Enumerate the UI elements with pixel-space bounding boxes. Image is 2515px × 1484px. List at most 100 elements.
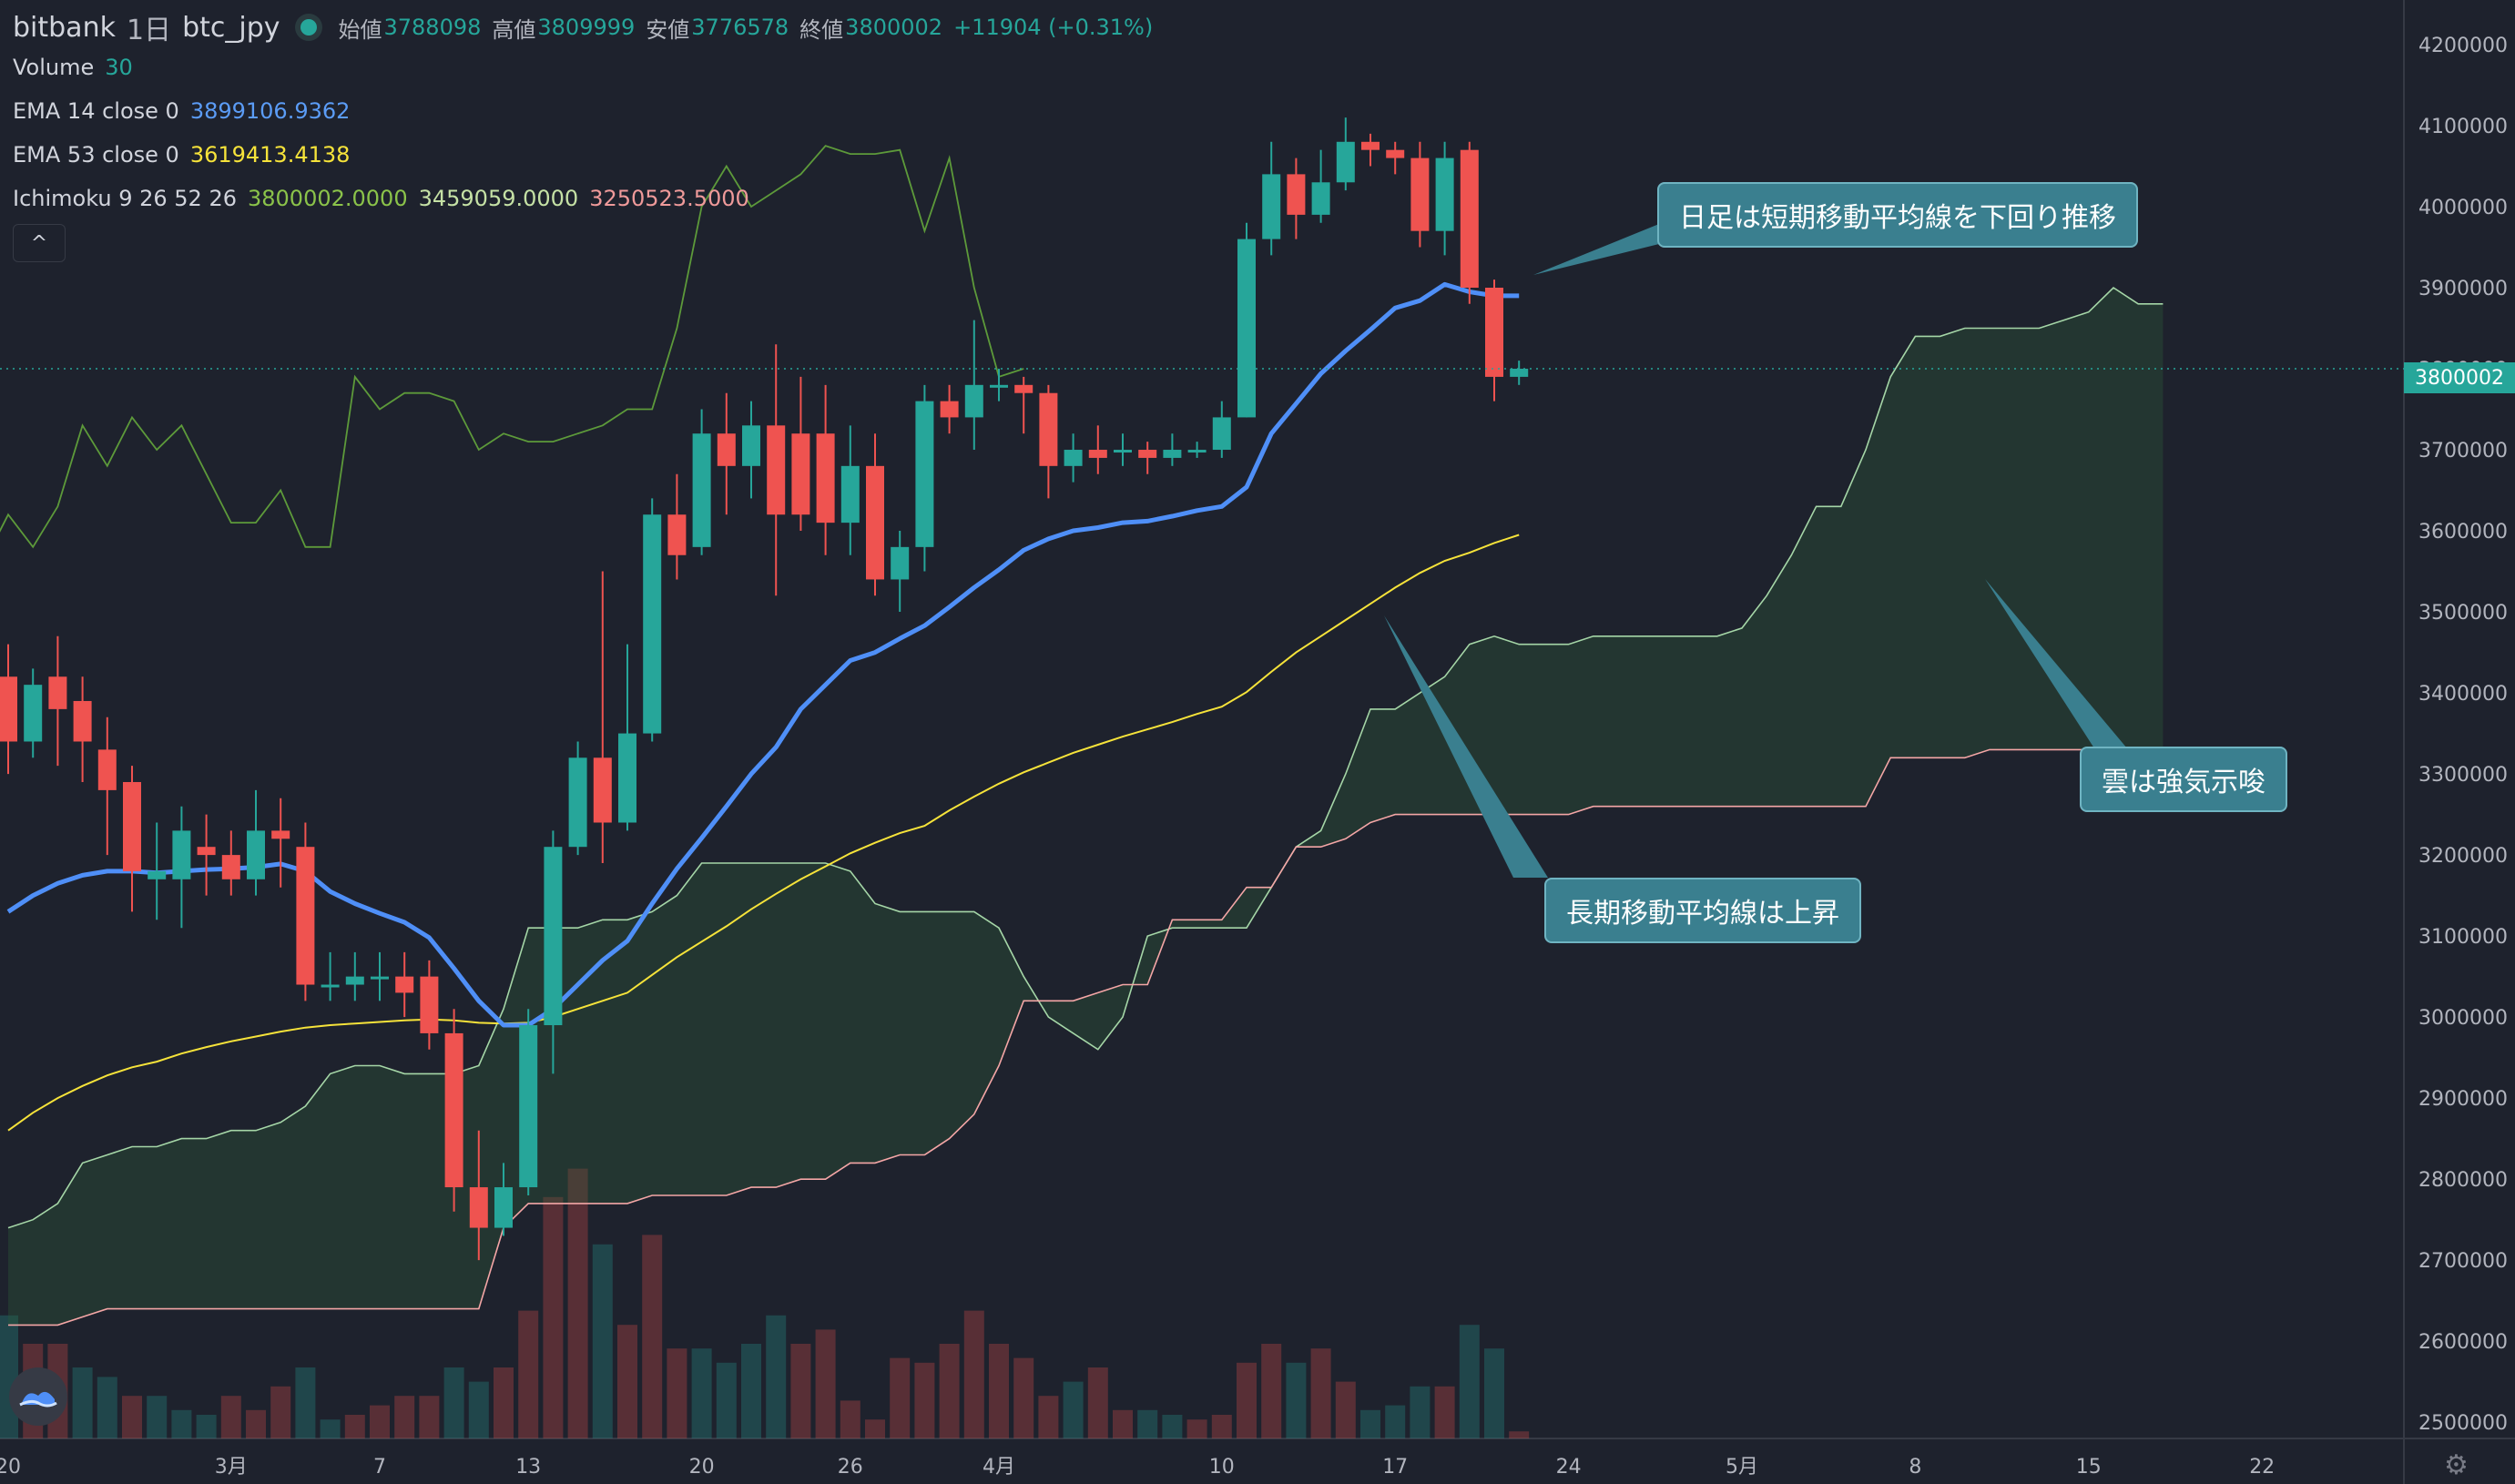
volume-bar [394,1396,415,1438]
candle-body [1287,174,1306,215]
x-tick-label: 8 [1909,1456,1921,1479]
volume-bar [1261,1344,1282,1438]
tradingview-logo-icon[interactable] [9,1367,67,1426]
volume-bar [171,1409,192,1438]
x-tick-label: 20 [689,1456,715,1479]
candle-body [593,757,612,823]
candle-body [1485,288,1503,377]
callout-cloud: 雲は強気示唆 [2080,747,2287,812]
candle-body [321,984,340,988]
candle-body [1410,158,1430,231]
ema53-value: 3619413.4138 [189,142,351,168]
candle-body [48,676,67,709]
candle-body [840,465,860,523]
low-value: 3776578 [691,15,789,40]
open-value: 3788098 [383,15,482,40]
ema14-value: 3899106.9362 [189,98,351,124]
x-tick-label: 4月 [983,1456,1015,1479]
candle-body [767,425,786,515]
collapse-legend-button[interactable]: ^ [13,224,66,262]
candle-body [742,425,760,466]
ichimoku-span-b [8,748,2164,1326]
volume-bar [1385,1405,1406,1438]
volume-bar [1335,1381,1356,1438]
y-tick-label: 4200000 [2418,35,2508,57]
volume-bar [1484,1348,1504,1438]
candle-body [123,781,141,871]
settings-gear-icon[interactable]: ⚙ [2444,1449,2469,1481]
volume-bar [344,1415,365,1438]
low-label: 安値 [646,16,690,43]
interval-label[interactable]: 1日 [126,15,172,46]
candle-body [643,514,662,734]
volume-bar [567,1168,588,1438]
y-tick-label: 3000000 [2418,1007,2508,1030]
volume-bar [1237,1362,1257,1438]
volume-bar [592,1244,613,1438]
volume-value: 30 [105,55,133,80]
y-tick-label: 3400000 [2418,683,2508,706]
candle-body [519,1025,538,1188]
candle-body [1386,149,1405,158]
x-tick-label: 17 [1382,1456,1408,1479]
volume-bar [1360,1409,1380,1438]
candle-body [940,401,959,418]
legend-ema14[interactable]: EMA 14 close 0 3899106.9362 [13,98,361,124]
y-tick-label: 2800000 [2418,1169,2508,1192]
candle-body [791,433,810,515]
high-label: 高値 [492,16,536,43]
y-tick-label: 3600000 [2418,521,2508,544]
volume-bar [865,1419,885,1438]
candle-body [1361,141,1380,150]
candle-body [692,433,711,547]
y-tick-label: 2900000 [2418,1088,2508,1111]
ichimoku-value-3: 3250523.5000 [589,186,749,211]
candle-body [97,749,117,790]
open-label: 始値 [338,16,382,43]
callout-long-ma: 長期移動平均線は上昇 [1544,878,1861,943]
volume-bar [890,1357,911,1438]
volume-bar [963,1310,984,1438]
candle-body [1163,450,1182,458]
volume-bar [1063,1381,1084,1438]
y-tick-label: 3200000 [2418,845,2508,868]
candle-body [1336,141,1355,183]
volume-bar [1038,1396,1059,1438]
volume-bar [815,1329,836,1438]
volume-bar [939,1344,960,1438]
volume-bar [1434,1386,1455,1438]
candle-body [469,1187,488,1228]
volume-bar [766,1315,787,1438]
candle-body [148,870,167,879]
x-tick-label: 15 [2076,1456,2102,1479]
ema53-label: EMA 53 close 0 [13,142,179,168]
x-tick-label: 10 [1209,1456,1235,1479]
candle-body [1064,450,1083,466]
y-tick-label: 3300000 [2418,764,2508,787]
symbol-name[interactable]: btc_jpy [182,11,280,44]
candle-body [24,685,43,742]
legend-volume[interactable]: Volume 30 [13,55,144,80]
volume-bar [1410,1386,1431,1438]
y-tick-label: 3900000 [2418,278,2508,300]
volume-bar [1113,1409,1133,1438]
candle-body [667,514,687,555]
x-tick-label: 22 [2249,1456,2275,1479]
volume-bar [617,1325,637,1438]
candle-body [197,847,216,856]
legend-header: bitbank 1日 btc_jpy 始値 3788098 高値 3809999… [13,7,1164,47]
y-tick-label: 3700000 [2418,440,2508,462]
volume-bar [642,1235,663,1438]
volume-bar [518,1310,539,1438]
exchange-name[interactable]: bitbank [13,11,116,44]
y-tick-label: 3500000 [2418,602,2508,625]
candle-body [0,676,17,742]
volume-bar [196,1415,217,1438]
price-axis [2404,0,2515,1484]
volume-bar [370,1405,390,1438]
callout-pointer-cloud [1985,579,2127,748]
legend-ichimoku[interactable]: Ichimoku 9 26 52 26 3800002.0000 3459059… [13,186,760,211]
legend-ema53[interactable]: EMA 53 close 0 3619413.4138 [13,142,361,168]
candle-body [172,830,191,879]
